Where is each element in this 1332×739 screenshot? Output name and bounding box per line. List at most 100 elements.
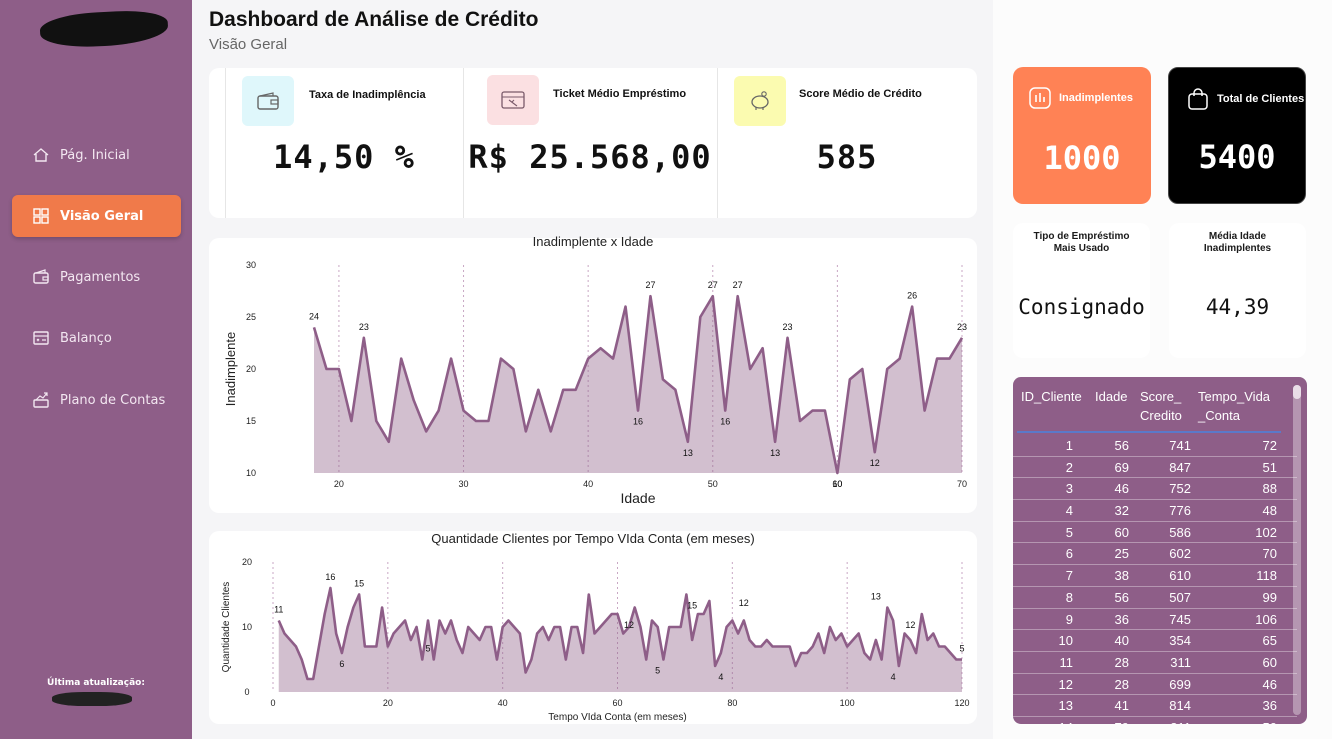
data-label: 23 xyxy=(359,322,369,332)
data-label: 27 xyxy=(645,280,655,290)
sidebar-item-label: Balanço xyxy=(60,330,112,346)
kpi-tipo-emprestimo: Tipo de Empréstimo Mais Usado Consignado xyxy=(1013,223,1150,358)
kpi-label: Tipo de Empréstimo Mais Usado xyxy=(1033,231,1130,254)
table-cell: 610 xyxy=(1169,568,1191,584)
table-cell: 48 xyxy=(1262,503,1277,519)
x-tick-label: 20 xyxy=(383,698,393,708)
table-cell: 354 xyxy=(1169,633,1191,649)
data-label: 24 xyxy=(309,311,319,321)
table-row[interactable]: 12 28 699 46 xyxy=(1013,674,1297,696)
table-row[interactable]: 6 25 602 70 xyxy=(1013,543,1297,566)
header-divider xyxy=(1017,431,1281,433)
table-row[interactable]: 11 28 311 60 xyxy=(1013,652,1297,674)
chart-inadimplente-idade[interactable]: Inadimplente x Idade 20 30 40 50 60 70 10 15 20 2… xyxy=(209,234,977,513)
card-icon xyxy=(487,75,539,125)
table-cell: 741 xyxy=(1169,438,1191,453)
kpi-value: 44,39 xyxy=(1205,295,1270,319)
y-tick-label: 10 xyxy=(246,468,256,478)
table-cell: 25 xyxy=(1114,546,1129,562)
table-cell: 311 xyxy=(1170,654,1191,670)
column-header-score[interactable]: Score_ Credito xyxy=(1140,389,1182,423)
table-cell: 814 xyxy=(1169,698,1191,714)
table-cell: 106 xyxy=(1255,611,1277,627)
table-row[interactable]: 2 69 847 51 xyxy=(1013,457,1297,479)
table-cell: 88 xyxy=(1262,481,1277,497)
data-label: 12 xyxy=(624,620,634,630)
y-tick-label: 15 xyxy=(246,416,256,426)
table-cell: 56 xyxy=(1114,589,1129,605)
x-tick-label: 50 xyxy=(708,479,718,489)
table-row[interactable]: 13 41 814 36 xyxy=(1013,695,1297,717)
data-label: 23 xyxy=(957,322,967,332)
table-scrollbar[interactable] xyxy=(1293,385,1301,715)
divider xyxy=(225,68,226,218)
chart-clientes-tempo-vida[interactable]: Quantidade Clientes por Tempo VIda Conta… xyxy=(209,531,977,724)
column-header-id[interactable]: ID_Cliente xyxy=(1021,389,1082,404)
data-label: 4 xyxy=(891,672,896,682)
data-label: 13 xyxy=(770,448,780,458)
clientes-table[interactable]: ID_Cliente Idade Score_ Credito Tempo_Vi… xyxy=(1013,377,1307,724)
table-cell: 99 xyxy=(1262,589,1277,605)
table-cell: 40 xyxy=(1114,633,1129,649)
data-label: 15 xyxy=(354,579,364,589)
shopping-bag-icon xyxy=(1187,88,1209,110)
table-cell: 70 xyxy=(1262,546,1277,562)
x-tick-label: 40 xyxy=(498,698,508,708)
wallet-icon xyxy=(32,268,50,286)
x-tick-label: 20 xyxy=(334,479,344,489)
table-cell: 72 xyxy=(1262,438,1277,453)
kpi-label: Inadimplentes xyxy=(1059,92,1133,104)
table-row[interactable]: 4 32 776 48 xyxy=(1013,500,1297,522)
sidebar-item-home[interactable]: Pág. Inicial xyxy=(12,134,181,176)
scrollbar-thumb[interactable] xyxy=(1293,385,1301,399)
kpi-media-idade: Média Idade Inadimplentes 44,39 xyxy=(1169,223,1306,358)
kpi-label: Total de Clientes xyxy=(1217,93,1305,105)
table-row[interactable]: 1 56 741 72 xyxy=(1013,435,1297,457)
series-area xyxy=(278,588,962,692)
data-label: 12 xyxy=(739,598,749,608)
table-cell: 602 xyxy=(1169,546,1191,562)
sidebar-item-balanco[interactable]: Balanço xyxy=(12,317,181,359)
sidebar-item-pagamentos[interactable]: Pagamentos xyxy=(12,256,181,298)
bar-chart-icon xyxy=(1029,87,1051,109)
table-row[interactable]: 8 56 507 99 xyxy=(1013,587,1297,609)
table-row[interactable]: 5 60 586 102 xyxy=(1013,522,1297,544)
table-body: 1 56 741 72 2 69 847 51 3 46 752 88 4 32 776 48 5 60 586 10… xyxy=(1013,435,1297,724)
table-cell: 10 xyxy=(1058,633,1073,649)
table-cell: 13 xyxy=(1058,698,1073,714)
table-row[interactable]: 9 36 745 106 xyxy=(1013,609,1297,631)
column-header-tempo-vida[interactable]: Tempo_Vida _Conta xyxy=(1198,389,1271,423)
table-row[interactable]: 3 46 752 88 xyxy=(1013,478,1297,501)
kpi-value: R$ 25.568,00 xyxy=(468,138,712,176)
data-label: 6 xyxy=(339,659,344,669)
logo xyxy=(39,8,169,50)
data-label: 12 xyxy=(905,620,915,630)
kpi-ticket-medio: Ticket Médio Empréstimo R$ 25.568,00 xyxy=(463,68,717,218)
table-cell: 4 xyxy=(1065,503,1073,519)
kpi-header: Inadimplentes xyxy=(1029,87,1133,109)
divider xyxy=(463,68,464,218)
table-cell: 46 xyxy=(1262,676,1277,692)
series-line xyxy=(277,586,962,681)
table-cell: 50 xyxy=(1263,720,1277,724)
sidebar-item-visao-geral[interactable]: Visão Geral xyxy=(12,195,181,237)
table-cell: 847 xyxy=(1169,459,1191,475)
table-row[interactable]: 7 38 610 118 xyxy=(1013,565,1297,587)
table-row[interactable]: 14 79 811 50 xyxy=(1013,717,1297,724)
y-axis-title: Quantidade Clientes xyxy=(221,582,232,673)
x-tick-label: 0 xyxy=(270,698,275,708)
data-label: 16 xyxy=(633,417,643,427)
table-cell: 699 xyxy=(1169,676,1191,692)
table-cell: 79 xyxy=(1115,720,1129,724)
table-cell: 51 xyxy=(1262,459,1277,475)
table-cell: 36 xyxy=(1262,698,1277,714)
data-label: 10 xyxy=(832,479,842,489)
sidebar-item-plano-de-contas[interactable]: Plano de Contas xyxy=(12,379,181,421)
table-cell: 752 xyxy=(1169,481,1191,497)
x-axis-title: Idade xyxy=(620,490,655,506)
kpi-value: 1000 xyxy=(1043,139,1121,177)
table-row[interactable]: 10 40 354 65 xyxy=(1013,630,1297,652)
home-icon xyxy=(32,146,50,164)
column-header-idade[interactable]: Idade xyxy=(1095,389,1128,404)
grid-icon xyxy=(32,207,50,225)
